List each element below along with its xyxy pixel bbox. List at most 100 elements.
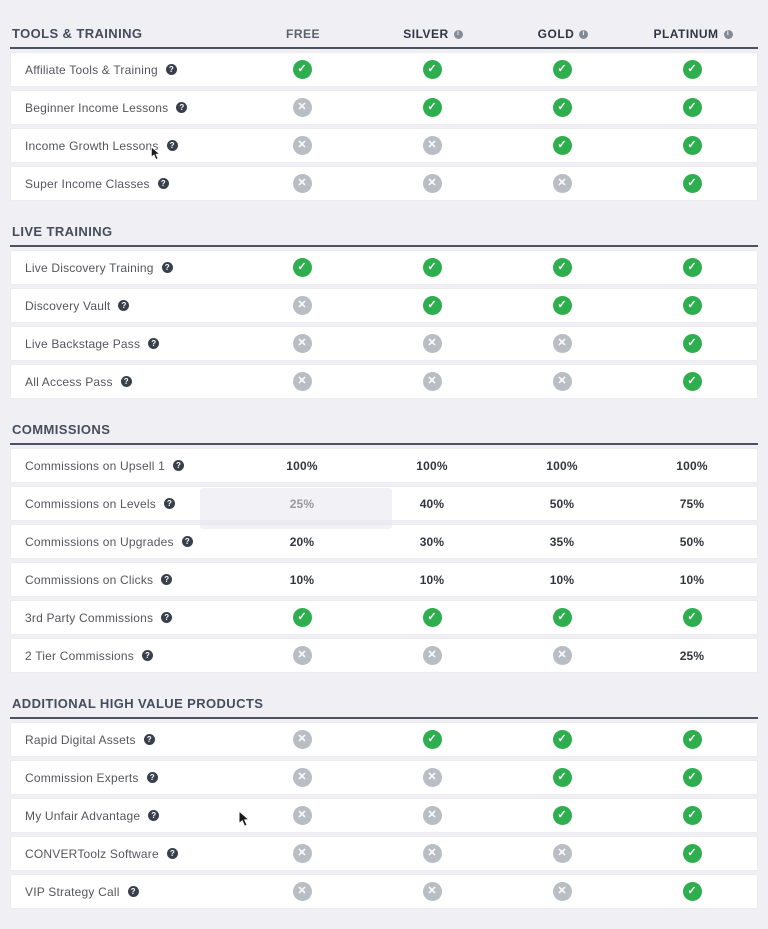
cross-icon: ✕ [422,806,442,825]
check-icon: ✓ [292,258,312,277]
section-header: LIVE TRAINING [10,224,758,247]
table-row: CONVERToolz Software? ✕ ✕ ✕ ✓ [10,836,758,871]
section-header: COMMISSIONS [10,422,758,445]
feature-label: Affiliate Tools & Training [25,62,158,77]
check-icon: ✓ [682,334,702,353]
value-text: 100% [676,458,708,473]
check-icon: ✓ [552,98,572,117]
feature-label-cell: Live Backstage Pass? [11,337,237,351]
feature-label-cell: VIP Strategy Call? [11,885,237,899]
cross-icon: ✕ [292,882,312,901]
value-cell: 75% [627,497,757,511]
check-icon: ✓ [552,768,572,787]
help-icon[interactable]: ? [120,376,132,387]
value-text: 50% [549,496,575,511]
value-text: 10% [549,572,575,587]
help-icon[interactable]: ? [166,140,178,151]
feature-label-cell: My Unfair Advantage? [11,809,237,823]
check-icon: ✓ [292,608,312,627]
check-icon: ✓ [682,98,702,117]
help-icon[interactable]: ? [127,886,139,897]
value-cell: ✓ [627,806,757,825]
feature-label: CONVERToolz Software [25,846,159,861]
sections-container: TOOLS & TRAINING FREE SILVER i GOLD i PLATINUM… [10,26,758,909]
help-icon[interactable]: ? [141,650,153,661]
value-cell: ✓ [627,174,757,193]
section-additional-high-value-products: ADDITIONAL HIGH VALUE PRODUCTS Rapid Digi… [10,696,758,909]
feature-label: Live Backstage Pass [25,336,141,351]
feature-label-cell: Commissions on Upsell 1? [11,459,237,473]
value-cell: ✕ [367,174,497,193]
feature-label: All Access Pass [25,374,113,389]
value-cell: ✓ [367,608,497,627]
help-icon[interactable]: ? [166,848,178,859]
check-icon: ✓ [552,730,572,749]
info-icon[interactable]: i [453,29,463,39]
value-cell: ✓ [627,60,757,79]
value-cell: ✓ [497,60,627,79]
help-icon[interactable]: ? [163,498,175,509]
help-icon[interactable]: ? [118,300,130,311]
feature-label: Discovery Vault [25,298,111,313]
cross-icon: ✕ [292,174,312,193]
info-icon[interactable]: i [723,29,733,39]
value-cell: 10% [237,573,367,587]
value-cell: ✓ [367,296,497,315]
value-cell: ✕ [237,806,367,825]
cross-icon: ✕ [422,334,442,353]
feature-label: My Unfair Advantage [25,808,141,823]
check-icon: ✓ [682,882,702,901]
check-icon: ✓ [552,258,572,277]
feature-label-cell: Rapid Digital Assets? [11,733,237,747]
feature-label: VIP Strategy Call [25,884,120,899]
cross-icon: ✕ [292,730,312,749]
help-icon[interactable]: ? [161,262,173,273]
check-icon: ✓ [682,296,702,315]
value-cell: ✕ [367,334,497,353]
help-icon[interactable]: ? [146,772,158,783]
info-icon[interactable]: i [579,29,589,39]
help-icon[interactable]: ? [161,612,173,623]
section-header: ADDITIONAL HIGH VALUE PRODUCTS [10,696,758,719]
feature-label-cell: Live Discovery Training? [11,261,237,275]
table-row: VIP Strategy Call? ✕ ✕ ✕ ✓ [10,874,758,909]
value-cell: ✕ [497,334,627,353]
help-icon[interactable]: ? [181,536,193,547]
cross-icon: ✕ [552,844,572,863]
cross-icon: ✕ [292,844,312,863]
column-header-silver: SILVER i [368,27,498,41]
help-icon[interactable]: ? [157,178,169,189]
help-icon[interactable]: ? [176,102,188,113]
feature-label-cell: Commissions on Upgrades? [11,535,237,549]
value-text: 35% [549,534,575,549]
value-cell: ✕ [237,646,367,665]
feature-label: Commissions on Upsell 1 [25,458,165,473]
value-cell: ✓ [627,608,757,627]
cross-icon: ✕ [422,174,442,193]
value-text: 20% [289,534,315,549]
check-icon: ✓ [682,60,702,79]
cross-icon: ✕ [422,646,442,665]
value-cell: ✕ [497,882,627,901]
table-row: Rapid Digital Assets? ✕ ✓ ✓ ✓ [10,722,758,757]
table-row: Commissions on Upgrades? 20% 30% 35% 50% [10,524,758,559]
help-icon[interactable]: ? [172,460,184,471]
table-row: Super Income Classes? ✕ ✕ ✕ ✓ [10,166,758,201]
help-icon[interactable]: ? [143,734,155,745]
value-cell: ✕ [237,372,367,391]
value-cell: ✕ [497,844,627,863]
cross-icon: ✕ [422,844,442,863]
value-cell: ✓ [627,372,757,391]
help-icon[interactable]: ? [165,64,177,75]
help-icon[interactable]: ? [148,810,160,821]
value-cell: 30% [367,535,497,549]
check-icon: ✓ [682,372,702,391]
help-icon[interactable]: ? [148,338,160,349]
help-icon[interactable]: ? [161,574,173,585]
column-header-platinum: PLATINUM i [628,27,758,41]
value-cell: 25% [627,649,757,663]
check-icon: ✓ [682,136,702,155]
value-cell: ✓ [367,730,497,749]
table-row: Live Discovery Training? ✓ ✓ ✓ ✓ [10,250,758,285]
